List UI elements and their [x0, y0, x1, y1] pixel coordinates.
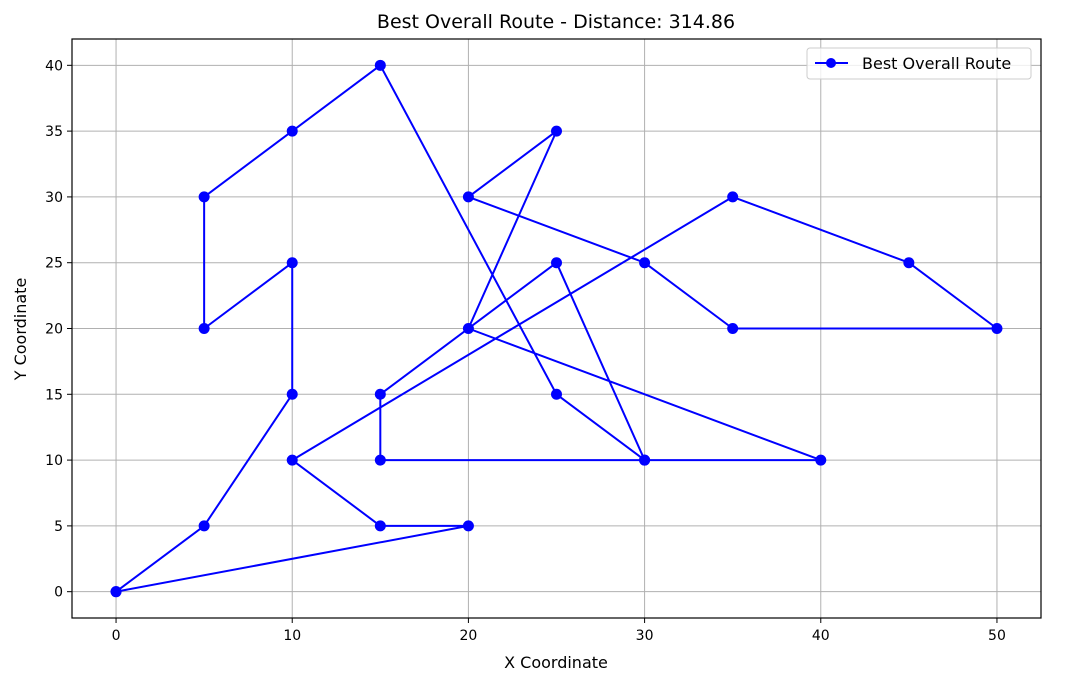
- route-point: [462, 191, 474, 203]
- x-tick-label: 30: [636, 628, 654, 644]
- route-point: [991, 323, 1003, 334]
- route-point: [374, 520, 386, 532]
- route-point: [551, 257, 562, 269]
- y-tick-label: 35: [45, 124, 63, 140]
- chart-title: Best Overall Route - Distance: 314.86: [377, 11, 735, 33]
- x-axis-label: X Coordinate: [504, 653, 608, 672]
- x-tick-label: 0: [112, 628, 121, 644]
- y-tick-label: 0: [54, 585, 63, 601]
- route-point: [727, 323, 739, 334]
- route-point: [198, 323, 210, 334]
- route-point: [639, 454, 651, 466]
- route-point: [198, 191, 210, 203]
- route-point: [286, 388, 298, 400]
- route-point: [286, 125, 298, 137]
- x-tick-label: 50: [988, 628, 1006, 644]
- route-point: [286, 257, 298, 269]
- route-point: [903, 257, 915, 269]
- legend: Best Overall Route: [806, 47, 1032, 80]
- y-tick-label: 25: [45, 256, 63, 272]
- x-tick-label: 20: [459, 628, 477, 644]
- legend-box: [806, 47, 1032, 80]
- route-point: [374, 454, 386, 466]
- legend-marker-swatch: [826, 58, 836, 68]
- axis-ticks: 0 10 20 30 40 50 0 5 10 15 20 25 30 35 40: [45, 58, 1006, 644]
- y-tick-label: 20: [45, 322, 63, 338]
- y-tick-label: 10: [45, 453, 63, 469]
- y-tick-label: 30: [45, 190, 63, 206]
- legend-label: Best Overall Route: [862, 54, 1011, 73]
- route-point: [815, 454, 827, 466]
- x-tick-label: 40: [812, 628, 830, 644]
- route-point: [551, 125, 562, 137]
- route-point: [374, 388, 386, 400]
- y-tick-label: 5: [54, 519, 63, 535]
- route-point: [551, 388, 562, 400]
- route-point: [727, 191, 739, 203]
- x-tick-label: 10: [283, 628, 301, 644]
- y-tick-label: 40: [45, 58, 63, 74]
- route-point: [374, 59, 386, 71]
- route-point: [286, 454, 298, 466]
- route-point: [462, 323, 474, 334]
- y-axis-label: Y Coordinate: [11, 278, 30, 382]
- y-tick-label: 15: [45, 387, 63, 403]
- route-point: [639, 257, 651, 269]
- route-point: [110, 586, 122, 598]
- route-point: [198, 520, 210, 532]
- route-point: [462, 520, 474, 532]
- data-layer: [110, 59, 1003, 598]
